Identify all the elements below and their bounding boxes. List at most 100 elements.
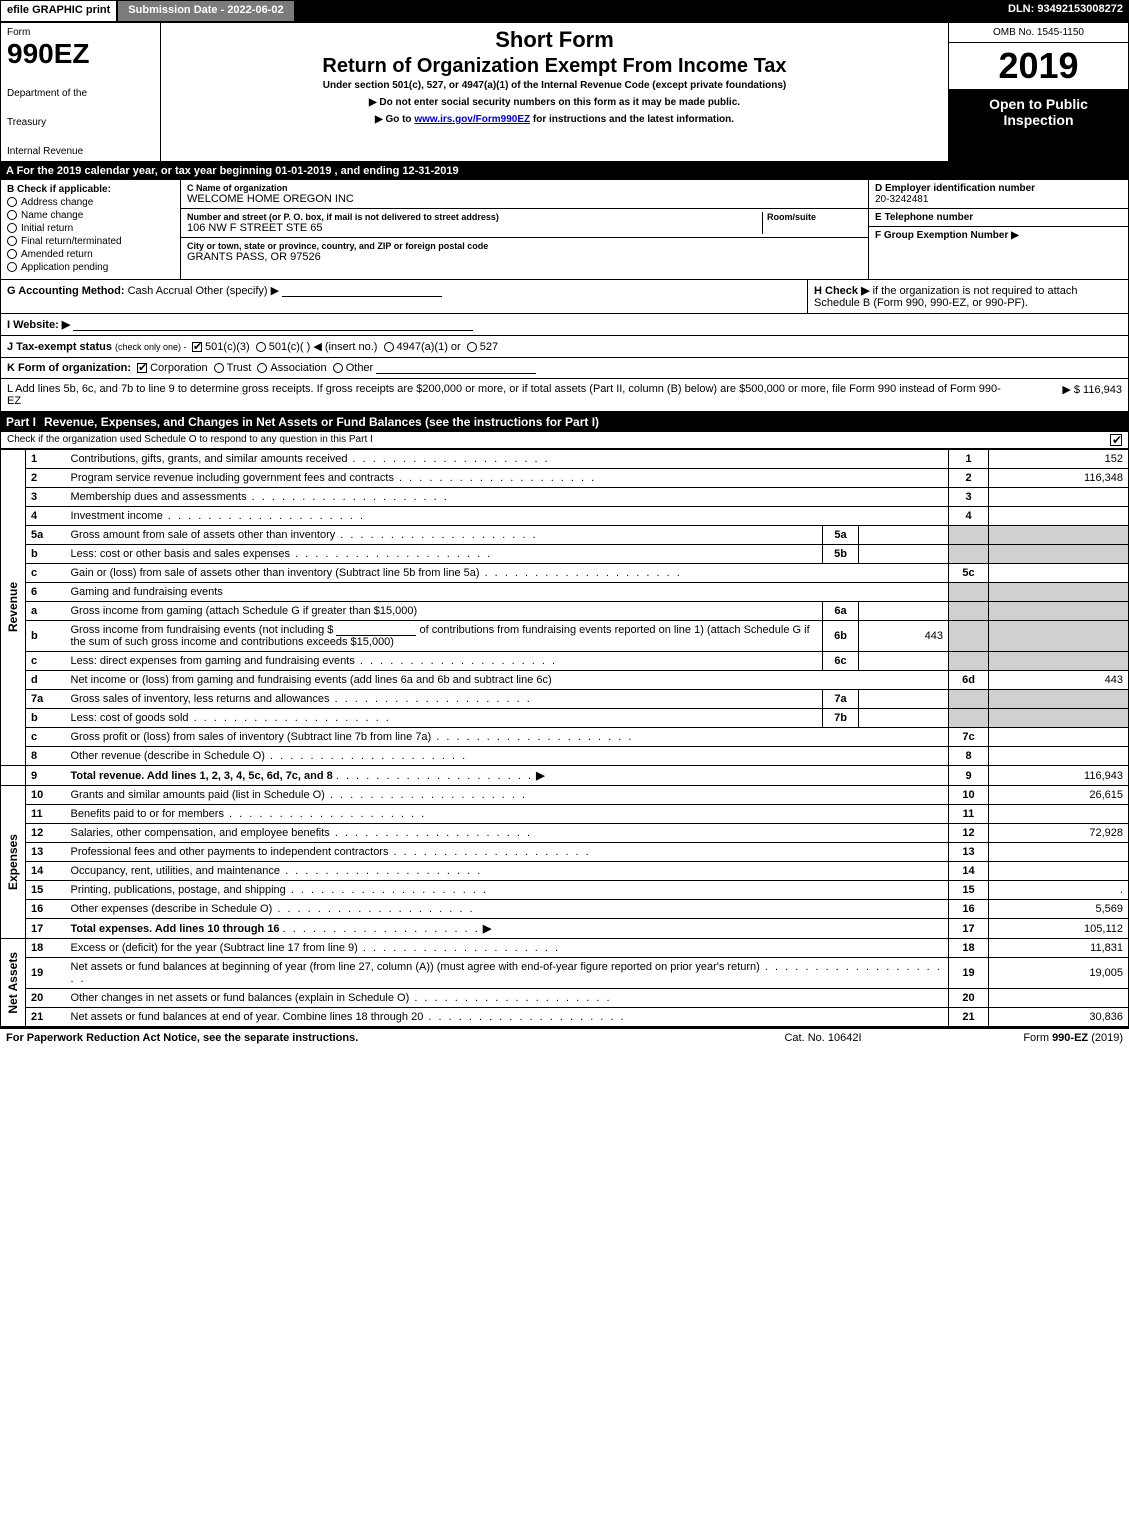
check-amended-return[interactable]: Amended return bbox=[7, 249, 174, 260]
form-number: 990EZ bbox=[7, 38, 154, 70]
col-ref: 3 bbox=[949, 488, 989, 507]
dots bbox=[283, 923, 480, 935]
check-address-change[interactable]: Address change bbox=[7, 197, 174, 208]
sub-ref: 6c bbox=[823, 652, 859, 671]
checkbox-527[interactable] bbox=[467, 342, 477, 352]
check-label: Amended return bbox=[21, 249, 93, 260]
opt-4947a1: 4947(a)(1) or bbox=[397, 341, 461, 353]
checkbox-corporation[interactable] bbox=[137, 363, 147, 373]
check-application-pending[interactable]: Application pending bbox=[7, 262, 174, 273]
phone-row: E Telephone number bbox=[869, 209, 1128, 227]
city-label: City or town, state or province, country… bbox=[187, 241, 862, 251]
line-desc: Excess or (deficit) for the year (Subtra… bbox=[66, 939, 949, 958]
line-no: 12 bbox=[26, 824, 66, 843]
line-no: a bbox=[26, 602, 66, 621]
ein-row: D Employer identification number 20-3242… bbox=[869, 180, 1128, 209]
l6b-amount-input[interactable] bbox=[336, 624, 416, 636]
checkbox-other[interactable] bbox=[333, 363, 343, 373]
line-desc: Professional fees and other payments to … bbox=[66, 843, 949, 862]
col-value bbox=[989, 747, 1129, 766]
col-ref: 21 bbox=[949, 1008, 989, 1027]
col-value bbox=[989, 507, 1129, 526]
street-label: Number and street (or P. O. box, if mail… bbox=[187, 212, 762, 222]
table-row: d Net income or (loss) from gaming and f… bbox=[1, 671, 1129, 690]
checkbox-association[interactable] bbox=[257, 363, 267, 373]
revenue-side-label: Revenue bbox=[1, 450, 26, 766]
line-no: 10 bbox=[26, 786, 66, 805]
line-g: G Accounting Method: Cash Accrual Other … bbox=[1, 280, 808, 313]
other-specify-input[interactable] bbox=[282, 285, 442, 297]
website-input[interactable] bbox=[73, 319, 473, 331]
info-block: B Check if applicable: Address change Na… bbox=[0, 180, 1129, 280]
shaded-cell bbox=[989, 526, 1129, 545]
group-exemption-label: F Group Exemption Number ▶ bbox=[875, 230, 1122, 241]
table-row: 19 Net assets or fund balances at beginn… bbox=[1, 958, 1129, 989]
table-row: 13 Professional fees and other payments … bbox=[1, 843, 1129, 862]
ein-label: D Employer identification number bbox=[875, 183, 1122, 194]
opt-501c: 501(c)( ) ◀ (insert no.) bbox=[269, 341, 378, 353]
other-org-input[interactable] bbox=[376, 362, 536, 374]
line-g-h: G Accounting Method: Cash Accrual Other … bbox=[0, 280, 1129, 314]
checkbox-icon bbox=[7, 210, 17, 220]
shaded-cell bbox=[949, 583, 989, 602]
sub-value bbox=[859, 652, 949, 671]
line-no: 18 bbox=[26, 939, 66, 958]
footer-form-ref: Form 990-EZ (2019) bbox=[923, 1032, 1123, 1044]
table-row: 21 Net assets or fund balances at end of… bbox=[1, 1008, 1129, 1027]
checkbox-501c[interactable] bbox=[256, 342, 266, 352]
col-ref: 5c bbox=[949, 564, 989, 583]
check-name-change[interactable]: Name change bbox=[7, 210, 174, 221]
line-desc: Benefits paid to or for members bbox=[66, 805, 949, 824]
arrow-icon: ▶ bbox=[536, 770, 544, 782]
col-ref: 11 bbox=[949, 805, 989, 824]
blank-side bbox=[1, 766, 26, 786]
total-expenses-label: Total expenses. Add lines 10 through 16 bbox=[71, 923, 280, 935]
submission-date-badge: Submission Date - 2022-06-02 bbox=[117, 0, 294, 22]
top-bar: efile GRAPHIC print Submission Date - 20… bbox=[0, 0, 1129, 22]
title-return: Return of Organization Exempt From Incom… bbox=[167, 55, 942, 78]
line-i-prefix: I Website: ▶ bbox=[7, 319, 70, 331]
checkbox-icon bbox=[7, 262, 17, 272]
shaded-cell bbox=[989, 545, 1129, 564]
line-desc: Grants and similar amounts paid (list in… bbox=[66, 786, 949, 805]
table-row: 9 Total revenue. Add lines 1, 2, 3, 4, 5… bbox=[1, 766, 1129, 786]
street-row: Number and street (or P. O. box, if mail… bbox=[181, 209, 868, 238]
org-name-label: C Name of organization bbox=[187, 183, 862, 193]
col-value: 5,569 bbox=[989, 900, 1129, 919]
shaded-cell bbox=[949, 526, 989, 545]
checkbox-icon bbox=[7, 197, 17, 207]
sub-ref: 7b bbox=[823, 709, 859, 728]
col-value bbox=[989, 564, 1129, 583]
line-desc: Other revenue (describe in Schedule O) bbox=[66, 747, 949, 766]
shaded-cell bbox=[949, 690, 989, 709]
line-desc: Other changes in net assets or fund bala… bbox=[66, 989, 949, 1008]
opt-527: 527 bbox=[480, 341, 498, 353]
col-value bbox=[989, 805, 1129, 824]
dept-line-3: Internal Revenue bbox=[7, 146, 154, 157]
checkbox-501c3[interactable] bbox=[192, 342, 202, 352]
checkbox-4947a1[interactable] bbox=[384, 342, 394, 352]
form-word: Form bbox=[7, 27, 154, 38]
sub-value bbox=[859, 690, 949, 709]
check-final-return[interactable]: Final return/terminated bbox=[7, 236, 174, 247]
check-label: Address change bbox=[21, 197, 93, 208]
checkbox-trust[interactable] bbox=[214, 363, 224, 373]
goto-link[interactable]: www.irs.gov/Form990EZ bbox=[414, 114, 530, 125]
table-row: 6 Gaming and fundraising events bbox=[1, 583, 1129, 602]
schedule-o-checkbox[interactable] bbox=[1110, 434, 1122, 446]
section-c: C Name of organization WELCOME HOME OREG… bbox=[181, 180, 868, 279]
col-ref: 18 bbox=[949, 939, 989, 958]
shaded-cell bbox=[989, 621, 1129, 652]
open-to-public-badge: Open to Public Inspection bbox=[949, 90, 1128, 161]
shaded-cell bbox=[949, 652, 989, 671]
line-no: 5a bbox=[26, 526, 66, 545]
arrow-icon: ▶ bbox=[483, 923, 491, 935]
col-value: 26,615 bbox=[989, 786, 1129, 805]
org-name-row: C Name of organization WELCOME HOME OREG… bbox=[181, 180, 868, 209]
col-ref: 9 bbox=[949, 766, 989, 786]
check-initial-return[interactable]: Initial return bbox=[7, 223, 174, 234]
efile-graphic-print[interactable]: efile GRAPHIC print bbox=[0, 0, 117, 22]
line-no: 6 bbox=[26, 583, 66, 602]
expenses-side-label: Expenses bbox=[1, 786, 26, 939]
line-no: b bbox=[26, 621, 66, 652]
